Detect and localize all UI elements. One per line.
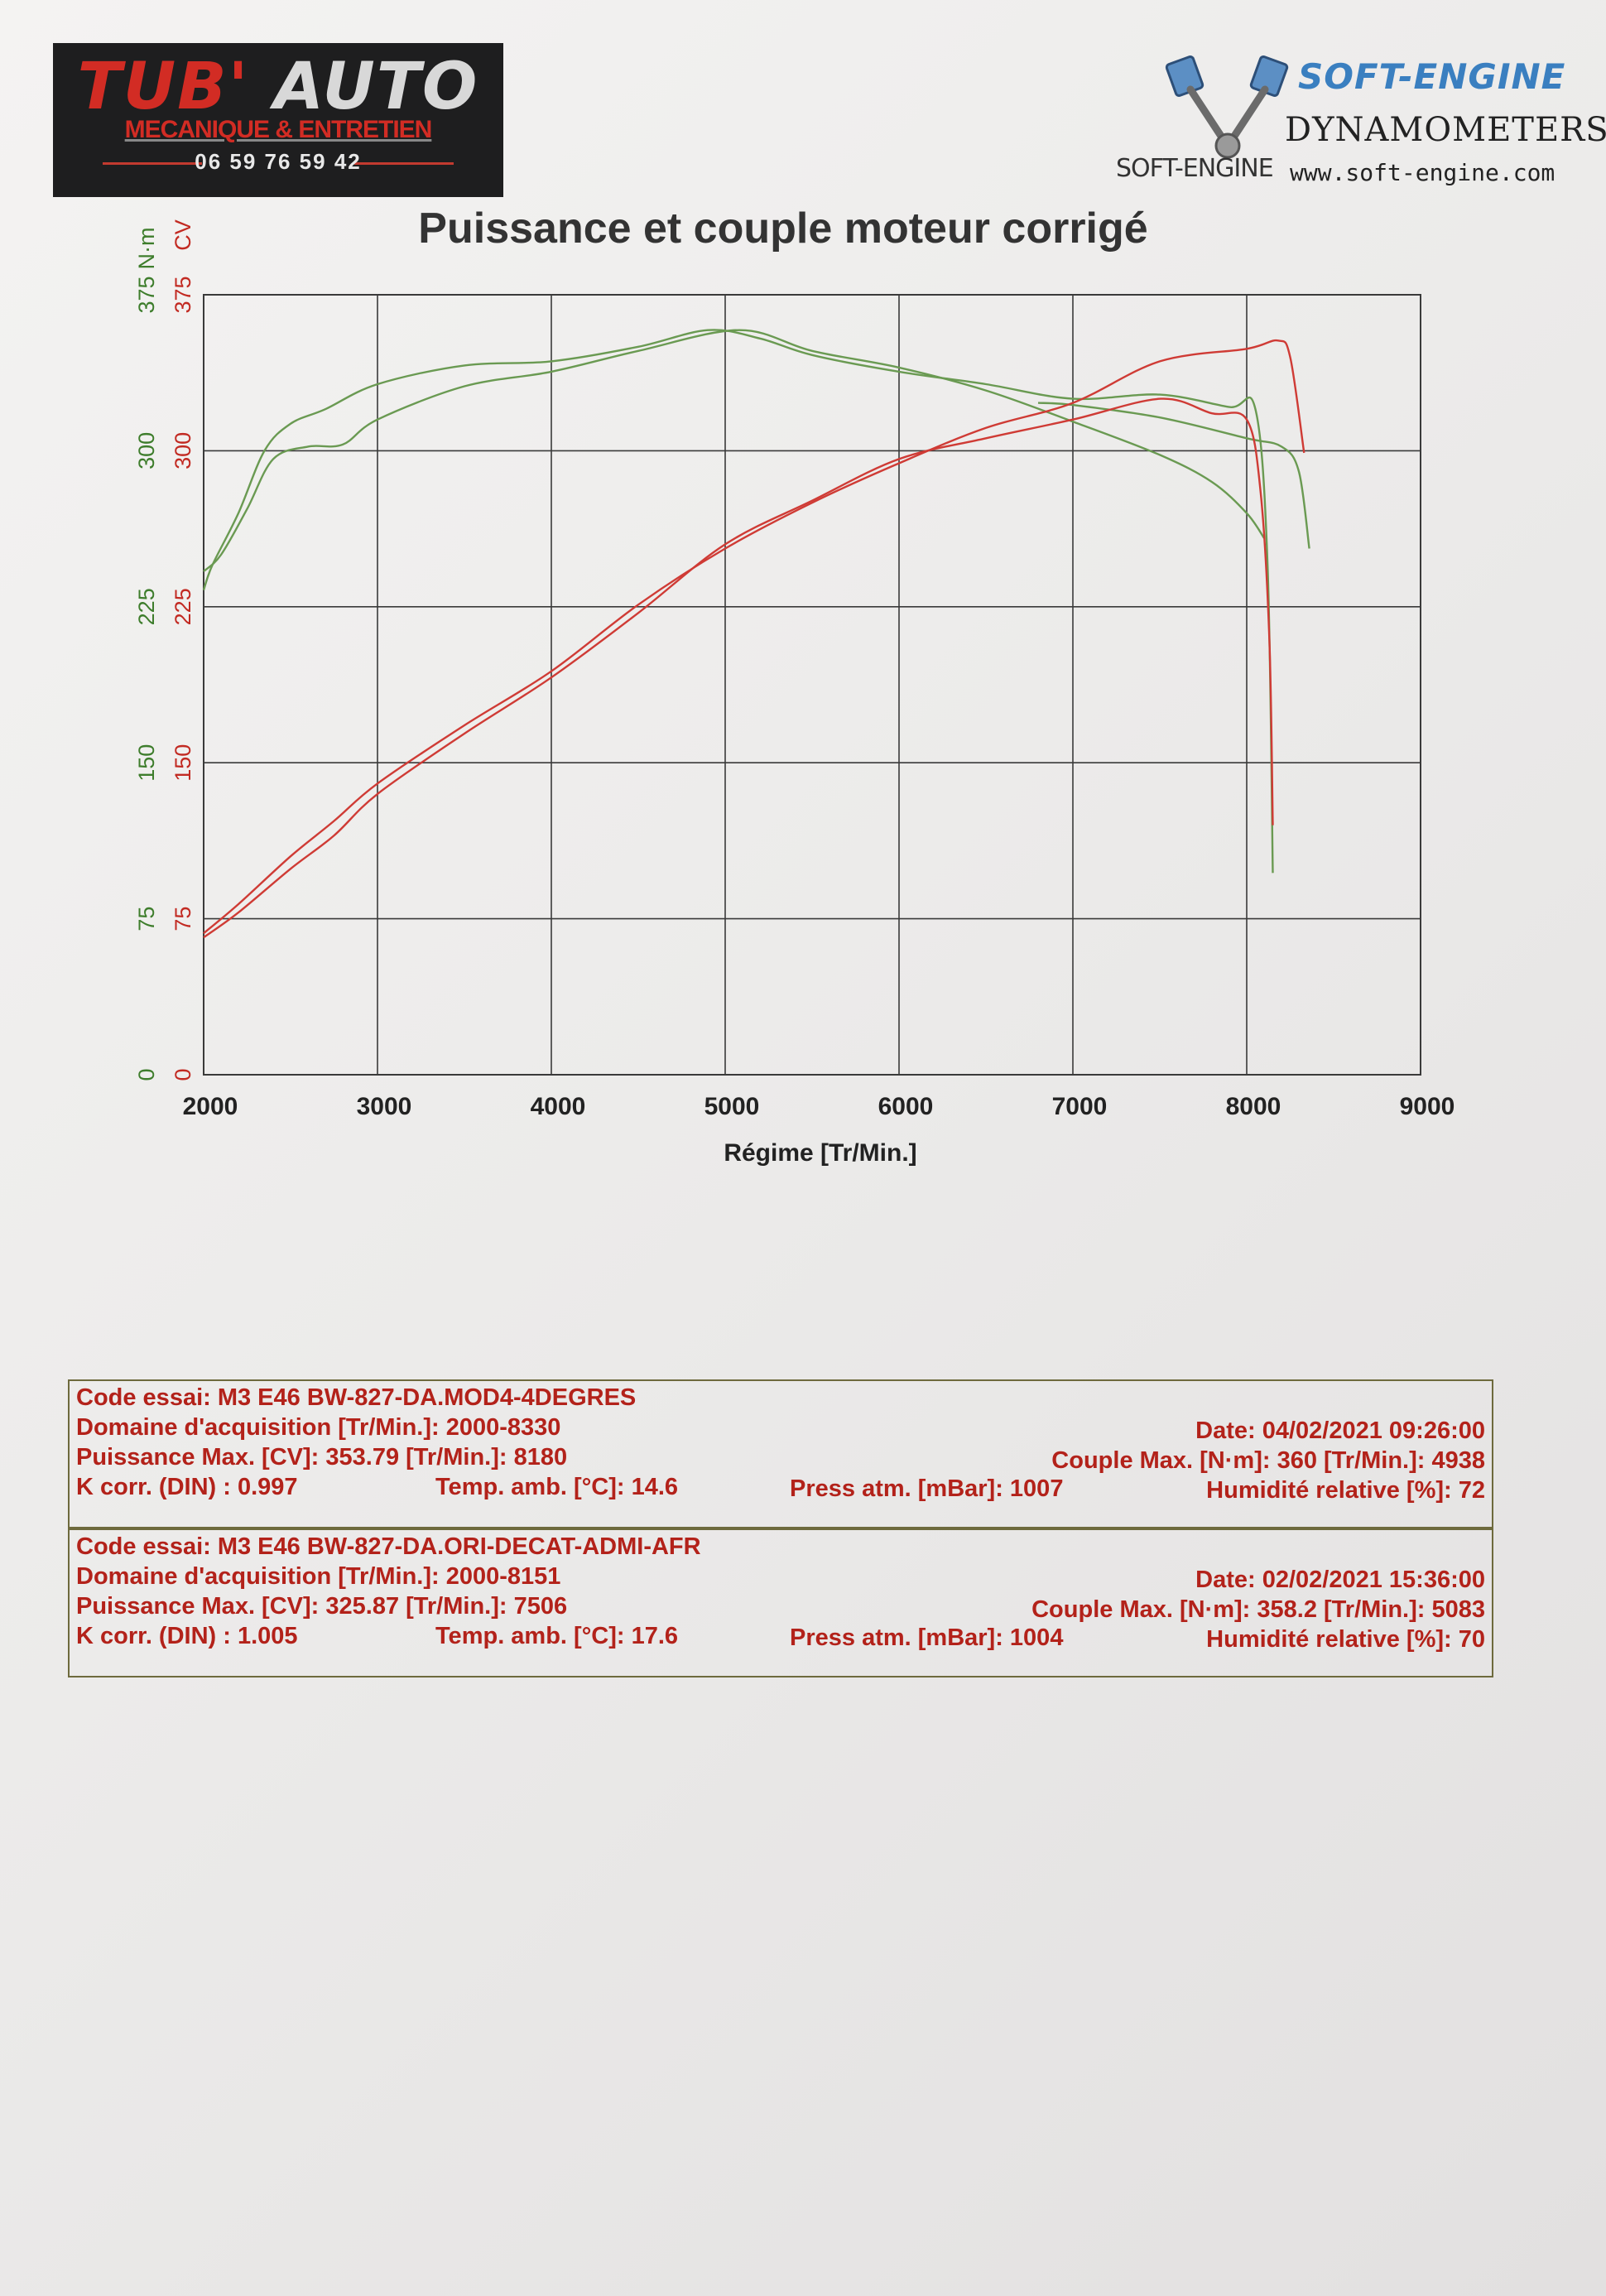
x-tick-label: 5000 <box>704 1093 760 1120</box>
torque-curve <box>1037 402 1310 549</box>
logo-rule-left <box>103 162 202 165</box>
y-tick-label-torque: 225 <box>134 588 159 625</box>
test-kcorr: K corr. (DIN) : 0.997 <box>76 1474 298 1500</box>
test-code: Code essai: M3 E46 BW-827-DA.MOD4-4DEGRE… <box>76 1384 637 1411</box>
dyno-chart: 2000 3000 4000 5000 6000 7000 8000 9000 0 0 75 75 15… <box>134 219 1455 1167</box>
tub-auto-subtitle: MECANIQUE & ENTRETIEN <box>124 116 433 143</box>
tub-auto-phone: 06 59 76 59 42 <box>195 149 362 174</box>
chart-title: Puissance et couple moteur corrigé <box>418 205 1148 253</box>
test-humidity: Humidité relative [%]: 70 <box>1206 1626 1485 1653</box>
test-torque-max: Couple Max. [N·m]: 358.2 [Tr/Min.]: 5083 <box>1031 1596 1485 1623</box>
y-tick-label-torque: 300 <box>134 432 159 469</box>
test-info-box-2: Code essai: M3 E46 BW-827-DA.ORI-DECAT-A… <box>68 1528 1493 1677</box>
x-tick-label: 7000 <box>1052 1093 1108 1120</box>
test-press: Press atm. [mBar]: 1007 <box>790 1475 1064 1502</box>
chart-curves <box>202 329 1310 939</box>
test-date: Date: 02/02/2021 15:36:00 <box>1195 1567 1485 1593</box>
test-kcorr: K corr. (DIN) : 1.005 <box>76 1623 298 1649</box>
y-tick-label-torque: 0 <box>134 1068 159 1081</box>
test-code: Code essai: M3 E46 BW-827-DA.ORI-DECAT-A… <box>76 1533 701 1560</box>
x-tick-label: 2000 <box>183 1093 238 1120</box>
y-tick-label-power: 0 <box>171 1068 195 1081</box>
logo-rule-right <box>354 162 454 165</box>
soft-engine-brand: SOFT-ENGINE <box>1298 56 1566 97</box>
x-axis-label: Régime [Tr/Min.] <box>724 1139 916 1167</box>
y-tick-label-torque: 150 <box>134 744 159 782</box>
x-tick-label: 4000 <box>531 1093 586 1120</box>
y-tick-label-torque: 75 <box>134 907 159 931</box>
tub-auto-logo: TUB' AUTO MECANIQUE & ENTRETIEN 06 59 76… <box>53 43 503 197</box>
soft-engine-mark: SOFT-ENGINE <box>1116 154 1274 183</box>
test-date: Date: 04/02/2021 09:26:00 <box>1195 1418 1485 1444</box>
test-humidity: Humidité relative [%]: 72 <box>1206 1477 1485 1504</box>
test-domain: Domaine d'acquisition [Tr/Min.]: 2000-83… <box>76 1414 561 1441</box>
crank-icon <box>1214 132 1241 159</box>
tub-auto-brand: TUB' AUTO <box>77 50 479 124</box>
test-temp: Temp. amb. [°C]: 14.6 <box>435 1474 679 1500</box>
plot-frame <box>203 294 1421 1076</box>
y-axis-label-power: CV <box>171 219 195 251</box>
chart-grid <box>203 294 1421 1076</box>
test-press: Press atm. [mBar]: 1004 <box>790 1625 1064 1651</box>
soft-engine-logo: SOFT-ENGINE DYNAMOMETERS SOFT-ENGINE www… <box>1109 48 1606 197</box>
x-tick-label: 3000 <box>357 1093 412 1120</box>
power-curve <box>203 339 1305 935</box>
x-tick-label: 8000 <box>1226 1093 1281 1120</box>
test-power-max: Puissance Max. [CV]: 353.79 [Tr/Min.]: 8… <box>76 1444 568 1470</box>
y-axis-label-torque: N·m <box>134 228 159 270</box>
power-curve <box>203 397 1274 939</box>
soft-engine-url: www.soft-engine.com <box>1290 159 1556 186</box>
test-info-box-1: Code essai: M3 E46 BW-827-DA.MOD4-4DEGRE… <box>68 1379 1493 1528</box>
x-tick-label: 9000 <box>1400 1093 1455 1120</box>
y-tick-label-power: 150 <box>171 744 195 782</box>
y-tick-label-torque: 375 <box>134 276 159 313</box>
test-power-max: Puissance Max. [CV]: 325.87 [Tr/Min.]: 7… <box>76 1593 568 1620</box>
dynamometers-tagline: DYNAMOMETERS <box>1285 111 1606 149</box>
test-domain: Domaine d'acquisition [Tr/Min.]: 2000-81… <box>76 1563 561 1590</box>
torque-curve <box>202 329 1274 874</box>
chart-labels: 2000 3000 4000 5000 6000 7000 8000 9000 0 0 75 75 15… <box>134 219 1455 1167</box>
test-temp: Temp. amb. [°C]: 17.6 <box>435 1623 679 1649</box>
y-tick-label-power: 375 <box>171 276 195 313</box>
y-tick-label-power: 300 <box>171 432 195 469</box>
test-torque-max: Couple Max. [N·m]: 360 [Tr/Min.]: 4938 <box>1051 1447 1485 1474</box>
y-tick-label-power: 75 <box>171 907 195 931</box>
x-tick-label: 6000 <box>878 1093 934 1120</box>
y-tick-label-power: 225 <box>171 588 195 625</box>
torque-curve <box>203 329 1265 573</box>
pistons-icon <box>1165 55 1289 159</box>
